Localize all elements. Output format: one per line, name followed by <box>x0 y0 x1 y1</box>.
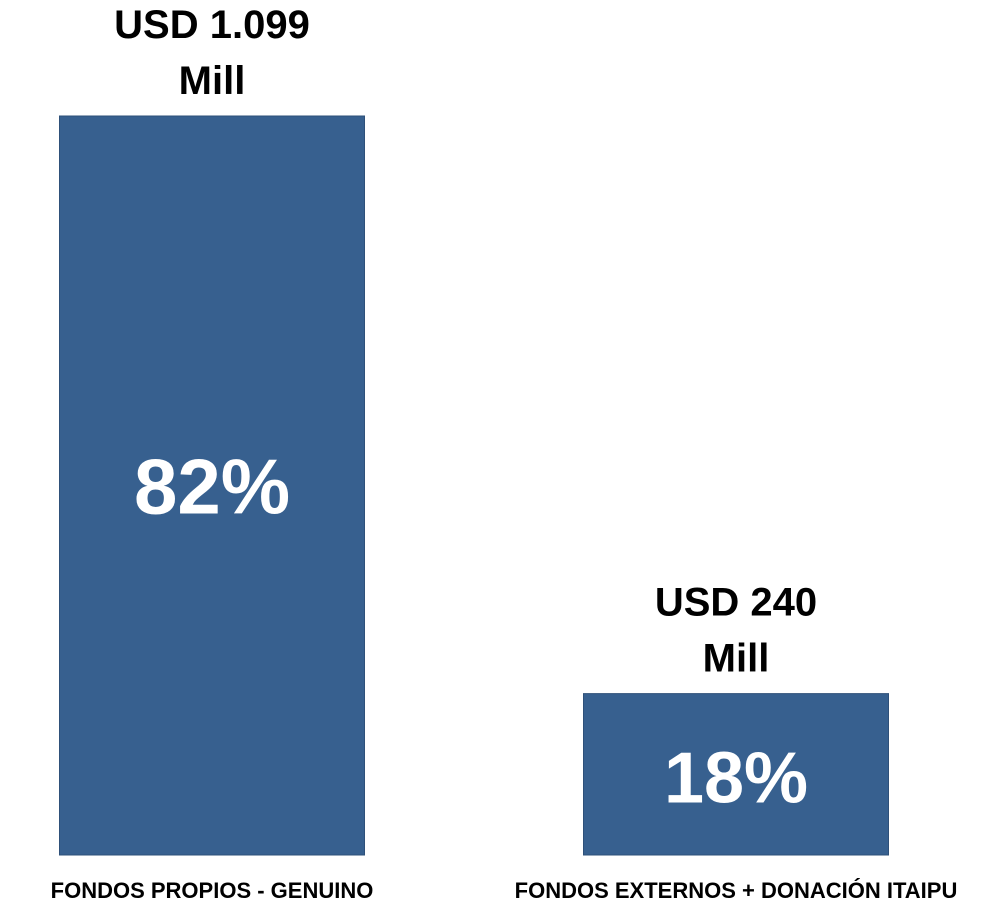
value-label-2-line-1: USD 240 <box>655 581 817 625</box>
bar-2 <box>583 693 889 856</box>
percent-label-2: 18% <box>664 738 808 818</box>
value-label-1-line-1: USD 1.099 <box>114 3 310 47</box>
category-label-2: FONDOS EXTERNOS + DONACIÓN ITAIPU <box>515 878 958 903</box>
value-label-2-line-2: Mill <box>703 637 770 681</box>
category-label-1: FONDOS PROPIOS - GENUINO <box>51 878 374 903</box>
value-label-1-line-2: Mill <box>179 59 246 103</box>
bar-1 <box>59 115 365 856</box>
percent-label-1: 82% <box>134 443 290 531</box>
